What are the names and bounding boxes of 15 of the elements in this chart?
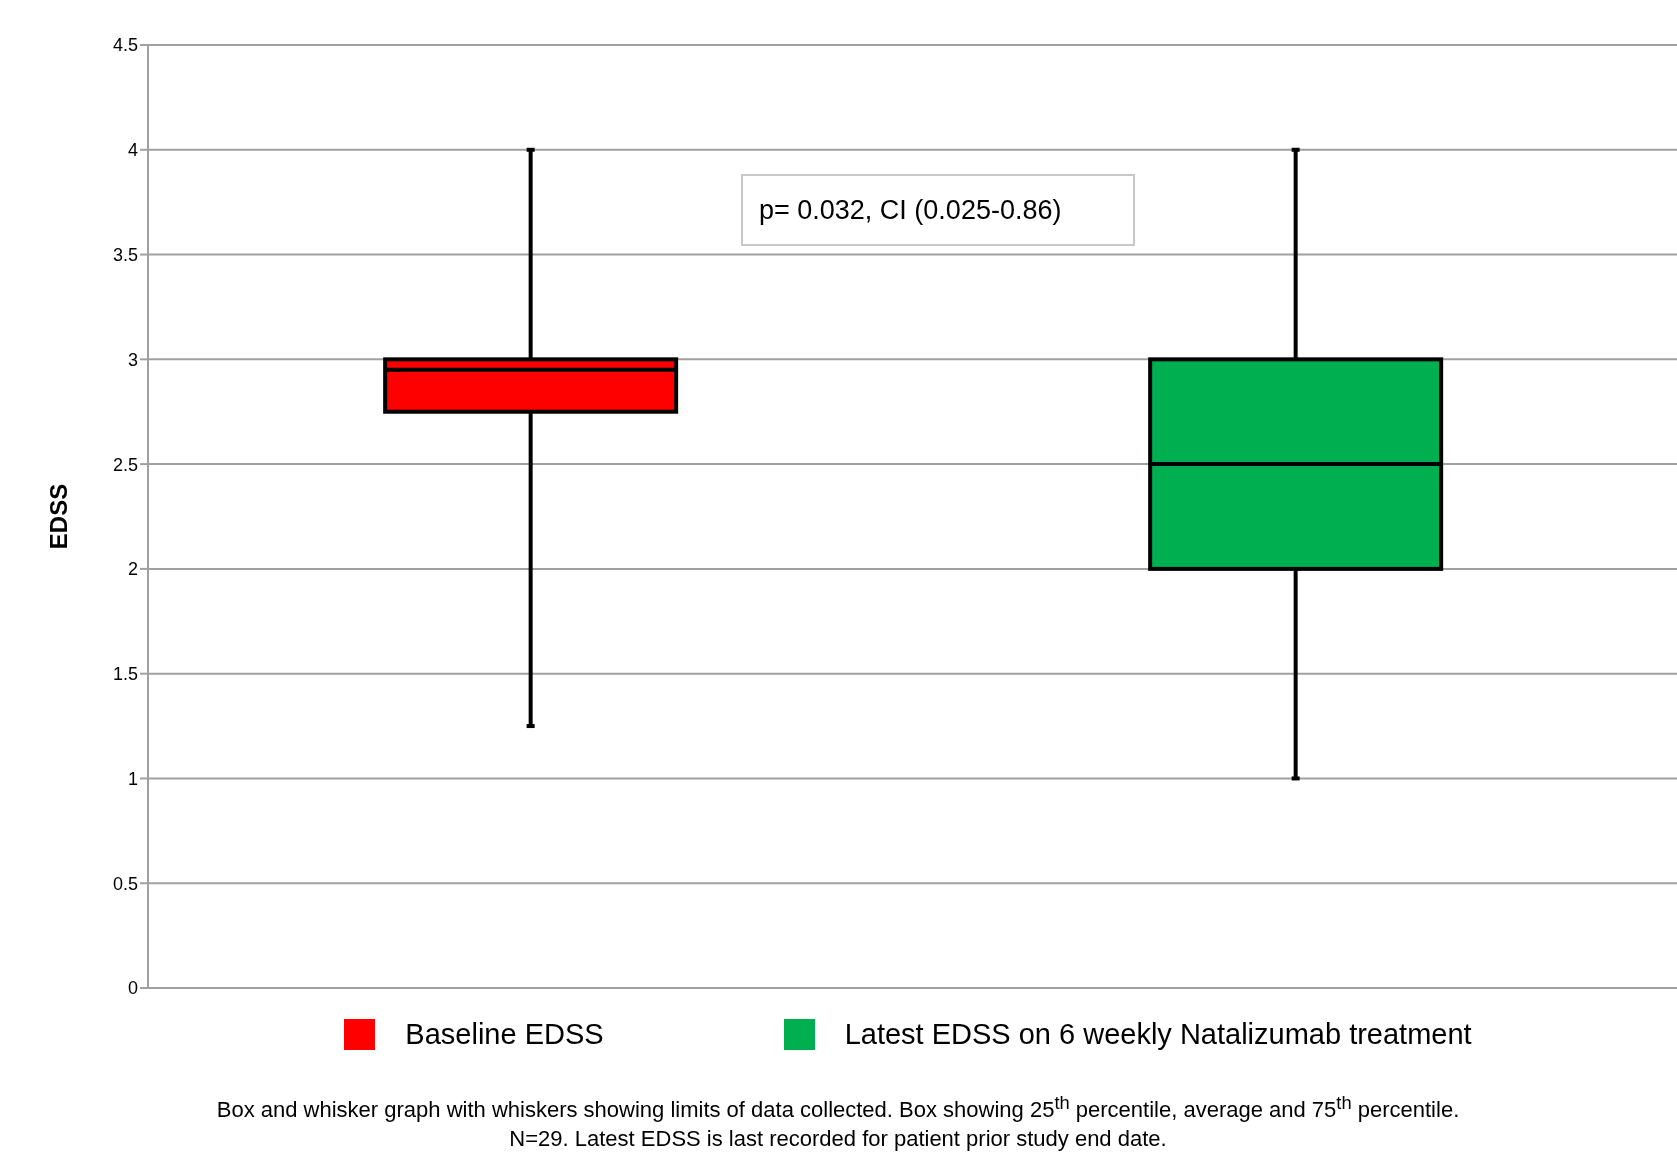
y-tick-label: 4.5 xyxy=(112,35,138,56)
y-tick-label: 1.5 xyxy=(112,664,138,685)
legend-label: Baseline EDSS xyxy=(405,1018,604,1051)
text: Box and whisker graph with whiskers showing limits of data collected. Box showing 25$^{th}$ percentile, average and 75$^{th}$ percentile. N=29. Latest EDSS is last recorded for patient prior study end date. xyxy=(216,1092,1460,1151)
text-box: p= 0.032, CI (0.025-0.86) xyxy=(741,174,1135,246)
y-tick-label: 0 xyxy=(127,978,138,999)
y-tick-label: 2.5 xyxy=(112,454,138,475)
y-tick-label: 3.5 xyxy=(112,244,138,265)
y-tick-label: 1 xyxy=(127,768,138,789)
y-tick-label: 3 xyxy=(127,349,138,370)
y-tick-label: 0.5 xyxy=(112,873,138,894)
y-axis-title: EDSS xyxy=(44,483,72,550)
legend-label: Latest EDSS on 6 weekly Natalizumab treatment xyxy=(844,1018,1472,1051)
y-tick-label: 2 xyxy=(127,559,138,580)
y-tick-label: 4 xyxy=(127,140,138,161)
